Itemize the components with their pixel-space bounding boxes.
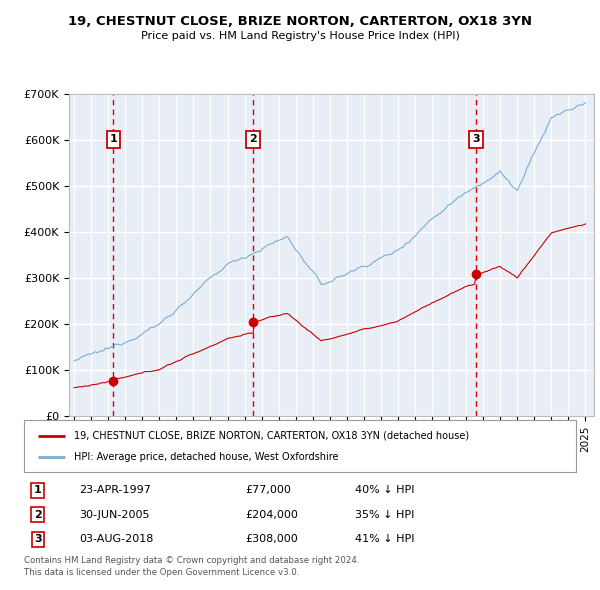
Text: 41% ↓ HPI: 41% ↓ HPI [355, 534, 415, 544]
Text: 19, CHESTNUT CLOSE, BRIZE NORTON, CARTERTON, OX18 3YN (detached house): 19, CHESTNUT CLOSE, BRIZE NORTON, CARTER… [74, 431, 469, 441]
Text: 19, CHESTNUT CLOSE, BRIZE NORTON, CARTERTON, OX18 3YN: 19, CHESTNUT CLOSE, BRIZE NORTON, CARTER… [68, 15, 532, 28]
Text: Price paid vs. HM Land Registry's House Price Index (HPI): Price paid vs. HM Land Registry's House … [140, 31, 460, 41]
Text: 2: 2 [34, 510, 41, 520]
Text: 3: 3 [472, 135, 480, 145]
Text: £77,000: £77,000 [245, 486, 290, 496]
Text: £308,000: £308,000 [245, 534, 298, 544]
Text: 35% ↓ HPI: 35% ↓ HPI [355, 510, 415, 520]
Text: 40% ↓ HPI: 40% ↓ HPI [355, 486, 415, 496]
Text: £204,000: £204,000 [245, 510, 298, 520]
Text: 1: 1 [110, 135, 118, 145]
Text: 03-AUG-2018: 03-AUG-2018 [79, 534, 154, 544]
Text: 30-JUN-2005: 30-JUN-2005 [79, 510, 150, 520]
Text: 23-APR-1997: 23-APR-1997 [79, 486, 151, 496]
Text: 1: 1 [34, 486, 41, 496]
Text: 2: 2 [249, 135, 257, 145]
Text: 3: 3 [34, 534, 41, 544]
Text: This data is licensed under the Open Government Licence v3.0.: This data is licensed under the Open Gov… [24, 568, 299, 576]
Text: Contains HM Land Registry data © Crown copyright and database right 2024.: Contains HM Land Registry data © Crown c… [24, 556, 359, 565]
Text: HPI: Average price, detached house, West Oxfordshire: HPI: Average price, detached house, West… [74, 453, 338, 463]
